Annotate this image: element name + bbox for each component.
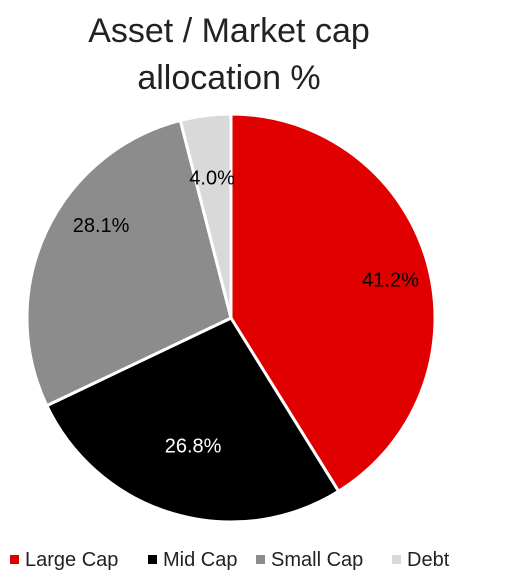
- pie-slice-mid-cap: [45, 316, 341, 524]
- chart-title-line-1: Asset / Market cap: [88, 12, 370, 50]
- data-label-mid-cap: 26.8%: [165, 435, 222, 457]
- pie-slice-debt: [178, 112, 233, 320]
- legend-label-large-cap: Large Cap: [25, 549, 118, 571]
- legend-swatch-large-cap: [10, 555, 19, 564]
- legend: Large Cap Mid Cap Small Cap Debt: [10, 549, 450, 571]
- legend-label-mid-cap: Mid Cap: [163, 549, 237, 571]
- legend-swatch-debt: [392, 555, 401, 564]
- data-label-debt: 4.0%: [189, 168, 235, 190]
- legend-label-debt: Debt: [407, 549, 450, 571]
- data-label-large-cap: 41.2%: [362, 269, 419, 291]
- chart-title-line-2: allocation %: [137, 59, 320, 97]
- pie-slices: [25, 112, 437, 524]
- legend-label-small-cap: Small Cap: [271, 549, 363, 571]
- pie-slice-large-cap: [229, 112, 437, 493]
- pie-slice-small-cap: [25, 118, 233, 408]
- legend-swatch-mid-cap: [148, 555, 157, 564]
- data-label-small-cap: 28.1%: [73, 215, 130, 237]
- legend-swatch-small-cap: [256, 555, 265, 564]
- data-labels: 41.2% 26.8% 28.1% 4.0%: [73, 168, 419, 458]
- chart-title: Asset / Market cap allocation %: [88, 12, 370, 97]
